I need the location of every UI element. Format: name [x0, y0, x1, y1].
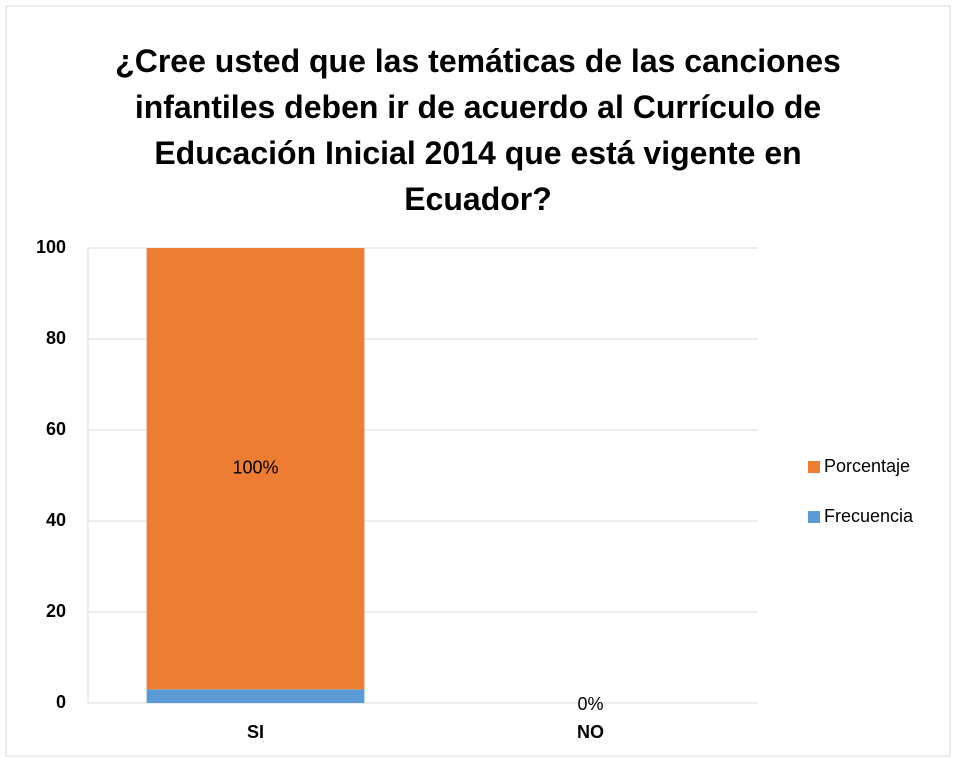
y-tick-label: 60	[46, 419, 66, 439]
legend-swatch	[808, 461, 820, 473]
y-tick-label: 100	[36, 237, 66, 257]
legend-label: Frecuencia	[824, 506, 914, 526]
data-label: 0%	[577, 694, 603, 714]
bar-segment	[146, 689, 365, 703]
legend-swatch	[808, 511, 820, 523]
chart-border	[5, 5, 951, 757]
x-tick-label: NO	[577, 722, 604, 742]
legend-label: Porcentaje	[824, 456, 910, 476]
x-tick-label: SI	[247, 722, 264, 742]
chart-title: ¿Cree usted que las temáticas de las can…	[115, 43, 841, 217]
y-tick-label: 40	[46, 510, 66, 530]
bar-segment	[146, 248, 365, 690]
data-label: 100%	[232, 457, 278, 477]
y-tick-label: 0	[56, 692, 66, 712]
y-tick-label: 80	[46, 328, 66, 348]
y-tick-label: 20	[46, 601, 66, 621]
